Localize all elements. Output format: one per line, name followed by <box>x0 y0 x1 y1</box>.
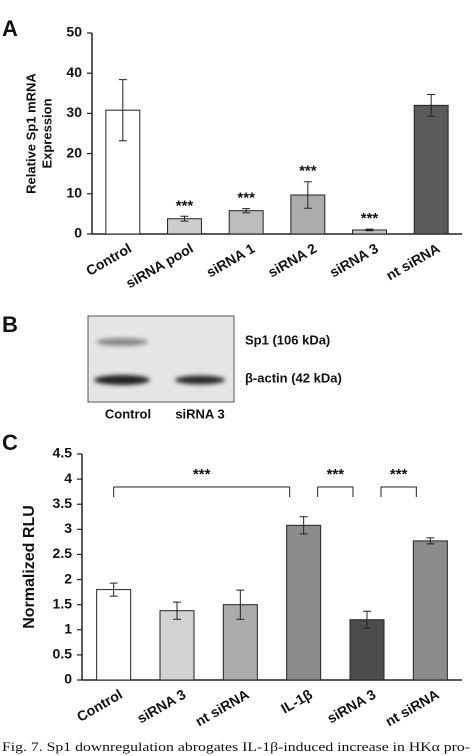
x-tick-label: siRNA 3 <box>327 240 381 281</box>
y-tick-label: 1 <box>64 620 72 636</box>
panel-label: A <box>2 16 18 41</box>
lane-label: siRNA 3 <box>175 406 224 421</box>
significance-label: *** <box>361 210 379 227</box>
band-label: Sp1 (106 kDa) <box>245 332 330 347</box>
error-bar <box>365 228 374 232</box>
y-tick-label: 30 <box>66 104 82 120</box>
y-tick-label: 50 <box>66 24 82 40</box>
bar <box>413 104 449 235</box>
panel-label: B <box>2 312 18 337</box>
error-bar <box>363 610 371 629</box>
error-bar <box>173 601 181 620</box>
significance-label: *** <box>193 466 211 483</box>
x-tick-label: siRNA 1 <box>203 240 257 281</box>
y-axis-label: Expression <box>39 98 54 168</box>
error-bar <box>299 516 308 535</box>
error-bar <box>426 537 435 545</box>
y-tick-label: 10 <box>66 185 82 201</box>
y-tick-label: 1.5 <box>53 595 73 611</box>
y-tick-label: 0 <box>64 671 72 687</box>
significance-label: *** <box>237 190 255 207</box>
bar <box>349 619 385 681</box>
y-tick-label: 40 <box>66 64 82 80</box>
panel-label: C <box>2 430 18 455</box>
y-tick-label: 3 <box>64 520 72 536</box>
x-tick-label: nt siRNA <box>382 686 441 729</box>
comparison-bracket <box>380 486 417 497</box>
y-tick-label: 2 <box>64 570 72 586</box>
significance-label: *** <box>176 197 194 214</box>
x-tick-label: Control <box>83 240 134 279</box>
y-tick-label: 2.5 <box>53 545 73 561</box>
bar <box>286 524 322 681</box>
lane-label: Control <box>105 406 151 421</box>
y-tick-label: 20 <box>66 144 82 160</box>
comparison-bracket <box>113 486 291 497</box>
significance-label: *** <box>327 466 345 483</box>
error-bar <box>180 215 189 222</box>
bar <box>412 540 448 681</box>
x-tick-label: Control <box>74 686 125 725</box>
x-tick-label: siRNA 3 <box>324 686 378 727</box>
error-bar <box>236 589 245 620</box>
bar <box>96 589 132 681</box>
bar <box>159 610 195 681</box>
y-axis-label: Relative Sp1 mRNA <box>23 73 38 194</box>
blot-image <box>87 315 235 403</box>
significance-label: *** <box>299 163 317 180</box>
y-tick-label: 0 <box>74 225 82 241</box>
x-tick-label: IL-1β <box>278 686 315 717</box>
y-axis-label: Normalized RLU <box>21 505 38 629</box>
x-tick-label: siRNA 3 <box>134 686 188 727</box>
x-tick-label: nt siRNA <box>383 240 442 283</box>
y-tick-label: 4 <box>64 470 72 486</box>
x-tick-label: siRNA pool <box>123 240 196 291</box>
comparison-bracket <box>317 486 354 497</box>
significance-label: *** <box>390 466 408 483</box>
error-bar <box>242 208 251 214</box>
error-bar <box>427 94 436 117</box>
error-bar <box>118 79 127 142</box>
bar <box>228 210 264 235</box>
caption: Fig. 7. Sp1 downregulation abrogates IL-… <box>2 739 470 754</box>
band-label: β-actin (42 kDa) <box>245 370 342 385</box>
y-tick-label: 4.5 <box>53 445 73 461</box>
y-tick-label: 0.5 <box>53 646 73 662</box>
x-tick-label: siRNA 2 <box>265 240 319 281</box>
error-bar <box>303 181 312 209</box>
error-bar <box>109 582 118 597</box>
x-tick-label: nt siRNA <box>192 686 251 729</box>
y-tick-label: 3.5 <box>53 495 73 511</box>
